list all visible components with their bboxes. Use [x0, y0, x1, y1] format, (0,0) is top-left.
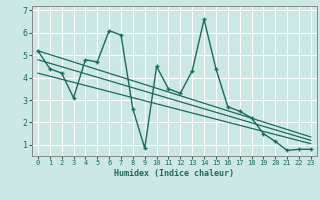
X-axis label: Humidex (Indice chaleur): Humidex (Indice chaleur) [115, 169, 234, 178]
